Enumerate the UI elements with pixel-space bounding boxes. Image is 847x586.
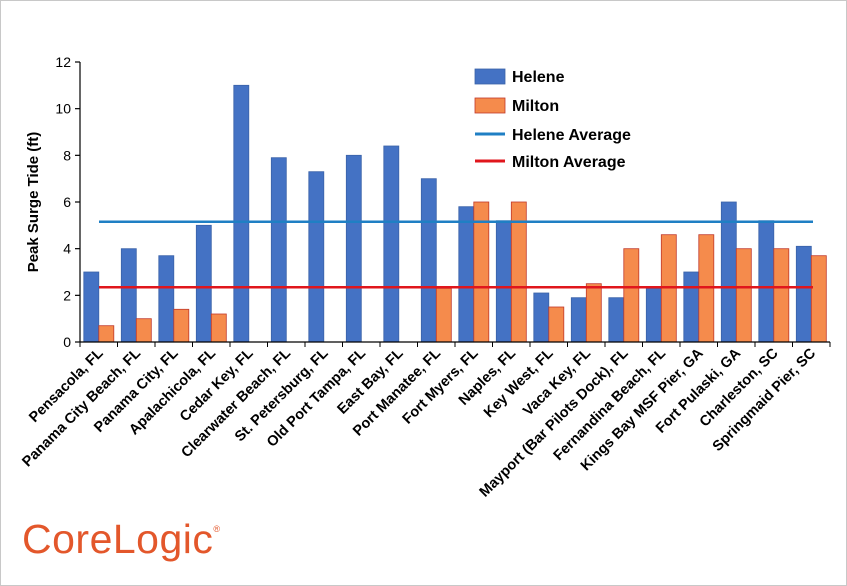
bar-helene-0 [83, 271, 100, 343]
y-tick-label: 0 [63, 334, 71, 350]
y-tick-label: 12 [55, 54, 71, 70]
bar-helene-16 [683, 271, 700, 343]
legend-swatch-milton [474, 97, 506, 114]
y-tick-label: 10 [55, 101, 71, 117]
y-tick-label: 8 [63, 147, 71, 163]
axes-layer: 0 2 4 6 8 10 12 [55, 54, 831, 350]
legend: Helene Milton Helene Average Milton Average [474, 68, 631, 171]
y-tick-label: 2 [63, 287, 71, 303]
bar-milton-12 [548, 306, 565, 343]
legend-label: Helene Average [512, 127, 631, 144]
bar-milton-2 [173, 308, 190, 343]
bar-milton-18 [773, 248, 790, 343]
reference-lines-layer [99, 220, 813, 289]
bar-helene-2 [158, 255, 175, 343]
bar-helene-19 [795, 245, 812, 343]
bar-helene-4 [233, 84, 250, 343]
bar-helene-18 [758, 220, 775, 343]
logo-text: CoreLogic [22, 516, 214, 562]
logo-registered-mark: ® [213, 524, 221, 534]
bar-helene-3 [195, 224, 212, 343]
bar-milton-17 [735, 248, 752, 343]
bar-milton-13 [585, 283, 602, 343]
bar-helene-5 [270, 157, 287, 343]
bar-milton-9 [435, 287, 452, 343]
bar-helene-14 [608, 297, 625, 343]
bar-helene-13 [570, 297, 587, 343]
bars-layer [83, 84, 827, 343]
bar-helene-9 [420, 178, 437, 343]
y-tick-label: 6 [63, 194, 71, 210]
bar-milton-1 [135, 318, 152, 343]
bar-milton-14 [623, 248, 640, 343]
y-axis-label: Peak Surge Tide (ft) [25, 132, 42, 273]
bar-milton-0 [98, 325, 115, 343]
bar-milton-19 [810, 255, 827, 343]
bar-helene-10 [458, 206, 475, 343]
bar-helene-7 [345, 154, 362, 343]
y-tick-label: 4 [63, 241, 71, 257]
corelogic-logo: CoreLogic® [22, 516, 221, 563]
bar-helene-8 [383, 145, 400, 343]
legend-label: Helene [512, 69, 565, 86]
bar-helene-6 [308, 171, 325, 343]
legend-swatch-helene [474, 68, 506, 85]
legend-label: Milton [512, 98, 559, 115]
bar-milton-3 [210, 313, 227, 343]
bar-helene-15 [645, 287, 662, 343]
legend-label: Milton Average [512, 154, 626, 171]
bar-helene-1 [120, 248, 137, 343]
bar-helene-11 [495, 220, 512, 343]
bar-helene-12 [533, 292, 550, 343]
